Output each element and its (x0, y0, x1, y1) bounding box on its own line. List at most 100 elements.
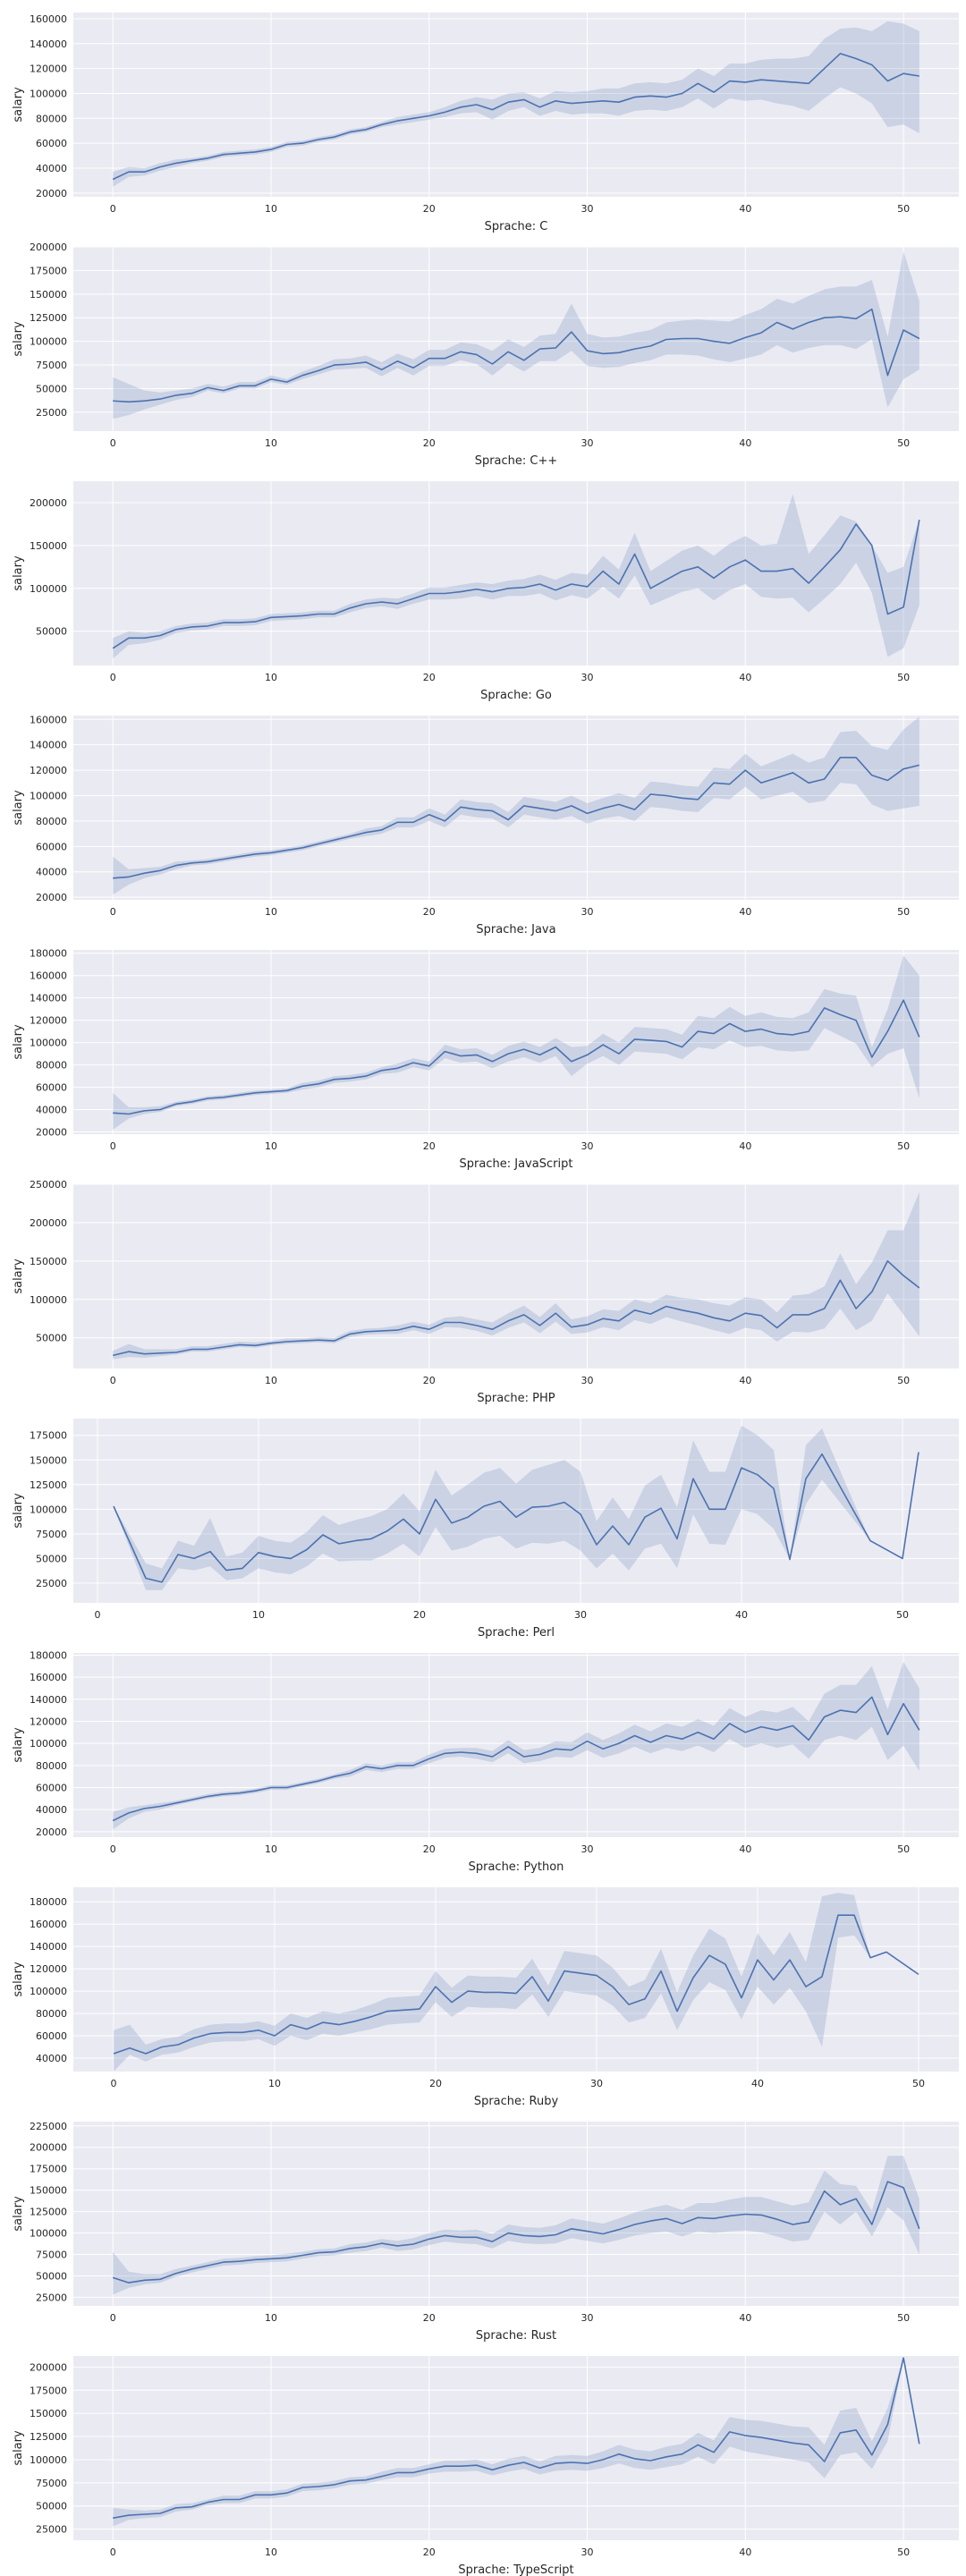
x-tick-label: 0 (110, 1140, 116, 1152)
y-tick-label: 200000 (30, 2361, 67, 2373)
salary-line (113, 1452, 919, 1583)
y-tick-label: 100000 (30, 2454, 67, 2466)
x-axis-label: Sprache: Perl (478, 1626, 555, 1640)
x-tick-label: 30 (581, 2546, 594, 2558)
x-tick-label: 40 (739, 1843, 751, 1855)
x-axis-label: Sprache: C (485, 220, 548, 233)
plot-area (73, 247, 959, 431)
y-tick-label: 180000 (30, 1649, 67, 1661)
confidence-band (114, 1893, 919, 2072)
confidence-band (113, 2358, 919, 2527)
y-tick-label: 150000 (30, 2408, 67, 2419)
y-tick-label: 100000 (30, 1038, 67, 1049)
plot-area (73, 1419, 959, 1603)
x-tick-label: 50 (897, 203, 910, 215)
plot-area (73, 1184, 959, 1368)
y-tick-label: 40000 (36, 867, 67, 878)
y-tick-label: 20000 (36, 188, 67, 199)
y-tick-label: 40000 (36, 2053, 67, 2064)
x-axis-label: Sprache: JavaScript (460, 1157, 573, 1171)
y-tick-label: 175000 (30, 2164, 67, 2175)
y-tick-label: 50000 (36, 383, 67, 394)
x-tick-label: 30 (581, 437, 594, 449)
x-tick-label: 0 (110, 672, 116, 683)
chart-panel-7: 20000 40000 60000 80000 100000 120000 140000 16… (12, 1649, 959, 1874)
y-tick-label: 160000 (30, 1919, 67, 1930)
x-tick-label: 30 (581, 1843, 594, 1855)
x-axis-label: Sprache: Java (476, 923, 555, 936)
y-tick-label: 50000 (36, 626, 67, 638)
x-tick-label: 30 (590, 2078, 603, 2089)
x-tick-label: 10 (265, 1140, 277, 1152)
y-tick-label: 175000 (30, 265, 67, 276)
x-tick-label: 10 (265, 2546, 277, 2558)
chart-panel-10: 25000 50000 75000 100000 125000 150000 175000 2… (12, 2356, 959, 2576)
x-tick-label: 20 (413, 1609, 426, 1621)
y-tick-label: 75000 (36, 2478, 67, 2489)
y-tick-label: 100000 (30, 2228, 67, 2240)
x-tick-label: 20 (423, 2312, 436, 2324)
plot-area (73, 481, 959, 665)
salary-line (112, 519, 920, 649)
x-tick-label: 40 (739, 203, 751, 215)
x-tick-label: 0 (110, 203, 116, 215)
x-tick-label: 30 (581, 1140, 594, 1152)
salary-line (113, 757, 919, 879)
x-tick-label: 40 (739, 1375, 751, 1386)
y-tick-label: 120000 (30, 64, 67, 75)
y-tick-label: 100000 (30, 336, 67, 348)
y-tick-label: 80000 (36, 2008, 67, 2020)
x-tick-label: 50 (912, 2078, 925, 2089)
y-tick-label: 180000 (30, 948, 67, 960)
y-tick-label: 100000 (30, 1738, 67, 1750)
x-tick-label: 50 (897, 2312, 910, 2324)
x-tick-label: 20 (423, 203, 436, 215)
x-tick-label: 40 (739, 906, 751, 918)
y-tick-label: 80000 (36, 1760, 67, 1772)
x-tick-label: 50 (897, 1843, 910, 1855)
y-tick-label: 175000 (30, 2385, 67, 2396)
y-tick-label: 120000 (30, 1963, 67, 1975)
y-tick-label: 160000 (30, 1672, 67, 1683)
y-tick-label: 150000 (30, 1256, 67, 1267)
salary-line (113, 308, 920, 403)
chart-panel-5: 50000 100000 150000 200000 250000 0 10 20 30 40 50… (12, 1179, 959, 1405)
y-tick-label: 60000 (36, 1082, 67, 1094)
x-tick-label: 50 (897, 437, 910, 449)
y-axis-label: salary (12, 2430, 25, 2466)
y-tick-label: 150000 (30, 289, 67, 301)
chart-panel-6: 25000 50000 75000 100000 125000 150000 175000 0… (12, 1419, 959, 1640)
y-tick-label: 120000 (30, 1716, 67, 1727)
x-tick-label: 20 (423, 906, 436, 918)
x-tick-label: 10 (265, 1843, 277, 1855)
x-tick-label: 50 (897, 906, 910, 918)
confidence-band (113, 1191, 919, 1360)
x-tick-label: 20 (429, 2078, 442, 2089)
x-tick-label: 40 (739, 2312, 751, 2324)
x-tick-label: 40 (735, 1609, 748, 1621)
x-tick-label: 10 (265, 906, 277, 918)
y-tick-label: 200000 (30, 2142, 67, 2154)
x-tick-label: 0 (110, 2546, 116, 2558)
y-tick-label: 40000 (36, 1804, 67, 1816)
y-tick-label: 140000 (30, 38, 67, 50)
chart-panel-3: 20000 40000 60000 80000 100000 120000 140000 16… (12, 714, 959, 936)
plot-area (73, 716, 959, 900)
x-tick-label: 40 (739, 672, 751, 683)
plot-area (73, 950, 959, 1134)
salary-line (113, 1914, 919, 2055)
x-tick-label: 10 (265, 1375, 277, 1386)
y-tick-label: 60000 (36, 2030, 67, 2042)
y-tick-label: 75000 (36, 1529, 67, 1540)
x-axis-label: Sprache: C++ (475, 454, 558, 468)
x-axis-label: Sprache: TypeScript (458, 2563, 573, 2576)
y-axis-label: salary (12, 1727, 25, 1763)
y-tick-label: 150000 (30, 1454, 67, 1466)
x-tick-label: 40 (739, 2546, 751, 2558)
x-tick-label: 10 (265, 437, 277, 449)
y-tick-label: 50000 (36, 1333, 67, 1344)
y-tick-label: 120000 (30, 1015, 67, 1027)
y-tick-label: 250000 (30, 1179, 67, 1191)
chart-panel-2: 50000 100000 150000 200000 0 10 20 30 40 50 salary… (12, 481, 959, 702)
salary-line (112, 53, 919, 181)
